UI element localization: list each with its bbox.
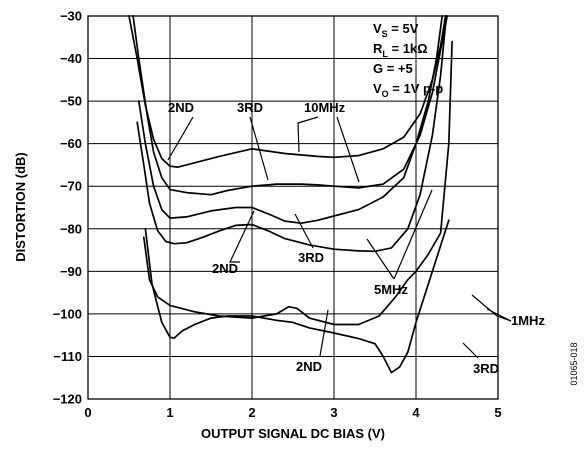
pointer-10mhz-b: [336, 116, 360, 183]
data-series: [128, 15, 453, 374]
y-tick-labels: −30 −40 −50 −60 −70 −80 −90 −100 −110 −120: [53, 9, 82, 407]
x-tick-label: 0: [84, 405, 91, 420]
x-tick-label: 2: [248, 405, 255, 420]
label-1mhz-2nd: 2ND: [296, 359, 322, 374]
label-10mhz: 10MHz: [304, 100, 346, 115]
x-tick-label: 4: [412, 405, 420, 420]
pointer-10mhz-a: [297, 116, 319, 153]
pointer-10mhz-2nd: [167, 116, 194, 161]
series-1mhz-3rd: [144, 219, 450, 374]
y-tick-label: −70: [60, 179, 82, 194]
condition-output: VO = 1V p-p: [373, 81, 443, 99]
label-5mhz: 5MHz: [374, 282, 408, 297]
pointer-5mhz-2nd: [229, 210, 255, 263]
x-tick-label: 3: [330, 405, 337, 420]
label-1mhz-3rd: 3RD: [473, 361, 499, 376]
series-5mhz-3rd: [136, 15, 448, 253]
pointer-1mhz-b: [486, 308, 512, 322]
x-tick-label: 5: [494, 405, 501, 420]
y-tick-label: −60: [60, 136, 82, 151]
y-tick-label: −90: [60, 264, 82, 279]
y-tick-label: −100: [53, 306, 82, 321]
pointer-5mhz-a: [366, 238, 395, 280]
y-tick-label: −110: [53, 349, 82, 364]
figure-code: 01065-018: [569, 342, 579, 385]
label-10mhz-3rd: 3RD: [237, 100, 263, 115]
condition-supply: VS = 5V: [373, 21, 419, 39]
plot-frame: [87, 15, 499, 400]
x-axis-title: OUTPUT SIGNAL DC BIAS (V): [201, 426, 385, 441]
y-tick-label: −30: [60, 9, 82, 24]
annotation-pointers: [167, 116, 512, 359]
series-1mhz-2nd: [142, 40, 453, 326]
label-5mhz-2nd: 2ND: [212, 261, 238, 276]
pointer-1mhz-3rd: [462, 342, 479, 359]
label-10mhz-2nd: 2ND: [168, 100, 194, 115]
series-5mhz-2nd: [137, 15, 444, 225]
y-tick-label: −80: [60, 221, 82, 236]
y-tick-label: −50: [60, 94, 82, 109]
pointer-10mhz-3rd: [249, 116, 269, 181]
x-tick-label: 1: [166, 405, 173, 420]
condition-gain: G = +5: [373, 61, 413, 76]
condition-load: RL = 1kΩ: [373, 41, 428, 59]
x-tick-labels: 0 1 2 3 4 5: [84, 405, 501, 420]
y-axis-title: DISTORTION (dB): [13, 152, 28, 262]
pointer-1mhz-2nd: [319, 309, 329, 357]
label-1mhz: 1MHz: [511, 313, 545, 328]
label-5mhz-3rd: 3RD: [298, 250, 324, 265]
pointer-5mhz-3rd: [294, 213, 314, 249]
series-10mhz-2nd: [128, 15, 447, 168]
pointer-5mhz-b: [393, 189, 433, 280]
y-tick-label: −40: [60, 51, 82, 66]
y-tick-label: −120: [53, 392, 82, 407]
